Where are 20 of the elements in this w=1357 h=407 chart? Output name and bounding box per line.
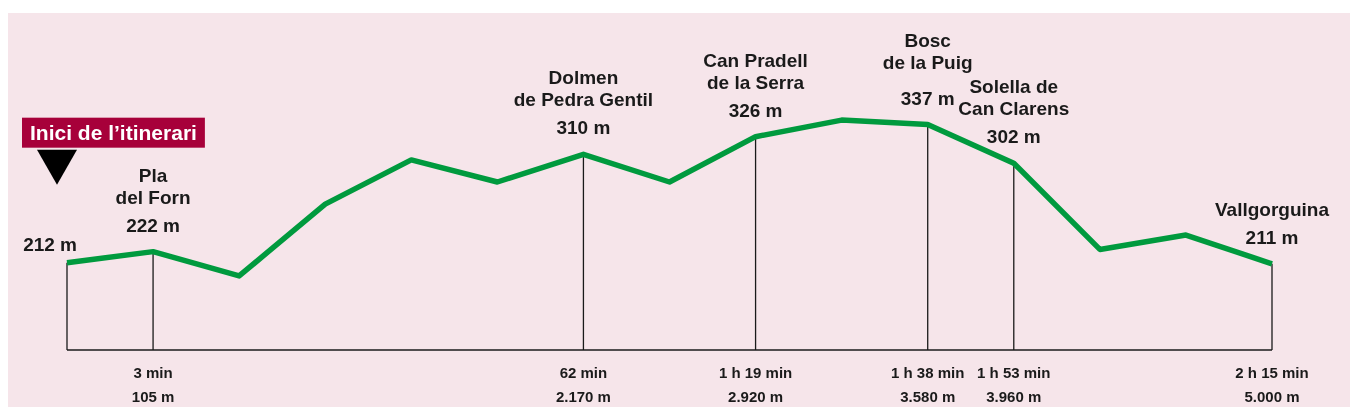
x-tick-label: 1 h 38 min 3.580 m <box>891 364 965 405</box>
annotation: Dolmen de Pedra Gentil <box>513 67 654 111</box>
data-label: 211 m <box>1245 226 1299 248</box>
annotation: Can Pradell de la Serra <box>703 49 808 93</box>
data-label: 337 m <box>900 87 955 109</box>
data-label: 222 m <box>126 214 181 236</box>
x-tick-label: 1 h 19 min 2.920 m <box>718 364 793 405</box>
data-label: 326 m <box>728 99 783 121</box>
data-label: 212 m <box>23 233 77 255</box>
x-tick-label: 3 min 105 m <box>131 364 175 405</box>
x-tick-label: 2 h 15 min 5.000 m <box>1235 364 1309 405</box>
annotation: Solella de Can Clarens <box>958 76 1070 120</box>
data-label: 302 m <box>986 126 1041 148</box>
annotation: Inici de l’itinerari <box>30 120 197 144</box>
annotation: Vallgorguina <box>1214 198 1330 220</box>
x-tick-label: 1 h 53 min 3.960 m <box>977 364 1051 405</box>
data-label: 310 m <box>556 117 611 139</box>
x-tick-label: 62 min 2.170 m <box>555 364 611 405</box>
annotation: Pla del Forn <box>115 164 191 208</box>
annotation: Bosc de la Puig <box>882 30 973 74</box>
